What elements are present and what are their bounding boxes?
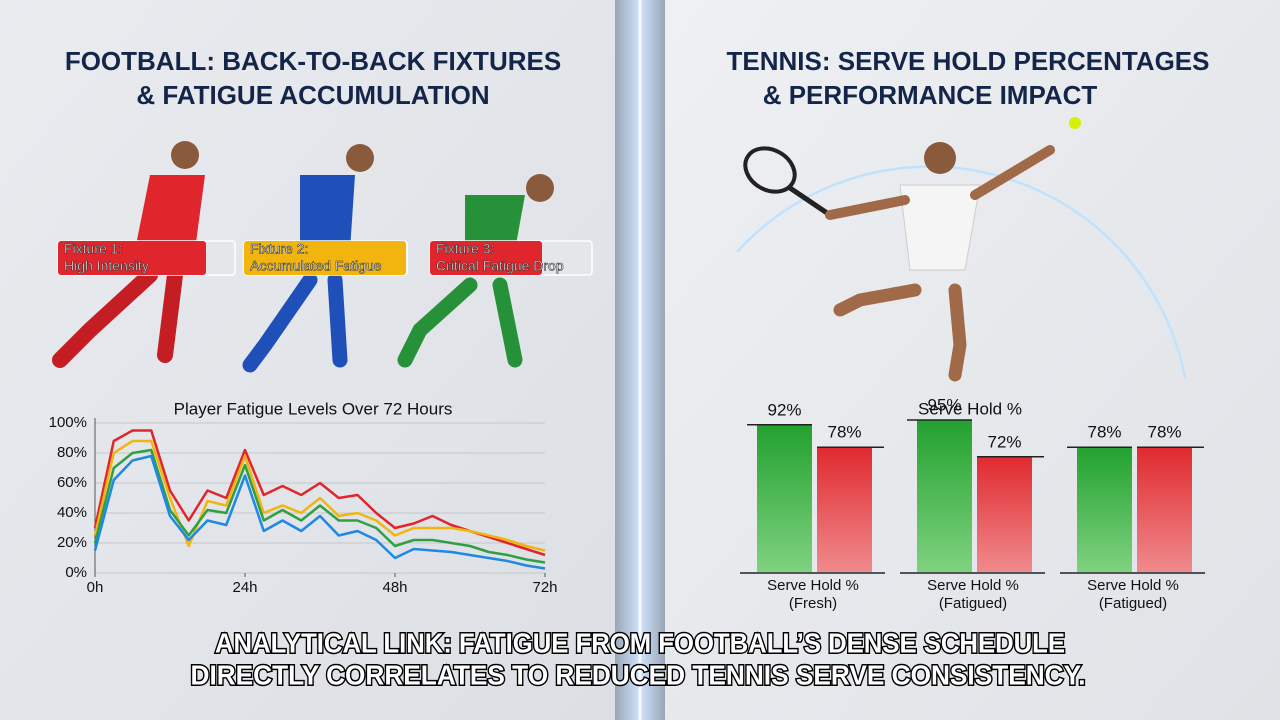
category-label: Serve Hold % (Fatigued) <box>1087 577 1179 612</box>
tennis-ball <box>1069 117 1081 129</box>
category-label: Serve Hold % (Fatigued) <box>927 577 1019 612</box>
chart-title: Player Fatigue Levels Over 72 Hours <box>174 399 453 418</box>
fixture-title: Fixture 3: <box>436 241 494 257</box>
value-label: 78% <box>1087 423 1121 442</box>
bar <box>977 456 1032 572</box>
y-tick-label: 0% <box>65 564 87 581</box>
bar <box>917 420 972 572</box>
fixture-labels: Fixture 1:High Intensity Fixture 2:Accumu… <box>57 240 593 276</box>
bar <box>1077 447 1132 572</box>
value-label: 78% <box>1147 423 1181 442</box>
bar <box>757 424 812 572</box>
x-tick-label: 72h <box>532 579 557 596</box>
right-title: TENNIS: SERVE HOLD PERCENTAGES <box>727 46 1210 76</box>
fixture-subtitle: High Intensity <box>64 258 149 274</box>
tennis-player <box>743 142 1055 382</box>
y-tick-label: 60% <box>57 474 87 491</box>
right-panel <box>665 0 1280 720</box>
player-1 <box>52 141 205 368</box>
x-tick-label: 48h <box>382 579 407 596</box>
fixture-title: Fixture 1: <box>64 241 122 257</box>
player-2 <box>242 144 374 373</box>
charts: Player Fatigue Levels Over 72 Hours 0% 20%… <box>49 395 1205 596</box>
y-tick-label: 20% <box>57 534 87 551</box>
fixture-fill <box>244 241 406 275</box>
fixture-subtitle: Accumulated Fatigue <box>250 258 382 274</box>
right-title: & PERFORMANCE IMPACT <box>763 80 1098 110</box>
x-tick-label: 0h <box>87 579 104 596</box>
value-label: 78% <box>827 423 861 442</box>
value-label: 95% <box>927 395 961 414</box>
chart-title: Serve Hold % <box>918 399 1022 418</box>
fixture-subtitle: Critical Fatigue Drop <box>436 258 564 274</box>
fixture-fill <box>58 241 206 275</box>
series-line <box>93 448 546 564</box>
player-3 <box>397 174 554 368</box>
y-tick-label: 100% <box>49 414 87 431</box>
caption: DIRECTLY CORRELATES TO REDUCED TENNIS SE… <box>191 659 1086 690</box>
x-tick-label: 24h <box>232 579 257 596</box>
value-label: 72% <box>987 432 1021 451</box>
value-label: 92% <box>767 400 801 419</box>
series-line <box>93 454 546 570</box>
y-tick-label: 80% <box>57 444 87 461</box>
category-label: Serve Hold % (Fresh) <box>767 577 859 612</box>
bar <box>1137 447 1192 572</box>
series-line <box>93 439 546 552</box>
caption: ANALYTICAL LINK: FATIGUE FROM FOOTBALL’S… <box>215 627 1065 658</box>
bar <box>817 447 872 572</box>
left-title: FOOTBALL: BACK-TO-BACK FIXTURES <box>65 46 561 76</box>
fixture-title: Fixture 2: <box>250 241 308 257</box>
y-tick-label: 40% <box>57 504 87 521</box>
fixture-fill <box>430 241 542 275</box>
left-title: & FATIGUE ACCUMULATION <box>136 80 489 110</box>
